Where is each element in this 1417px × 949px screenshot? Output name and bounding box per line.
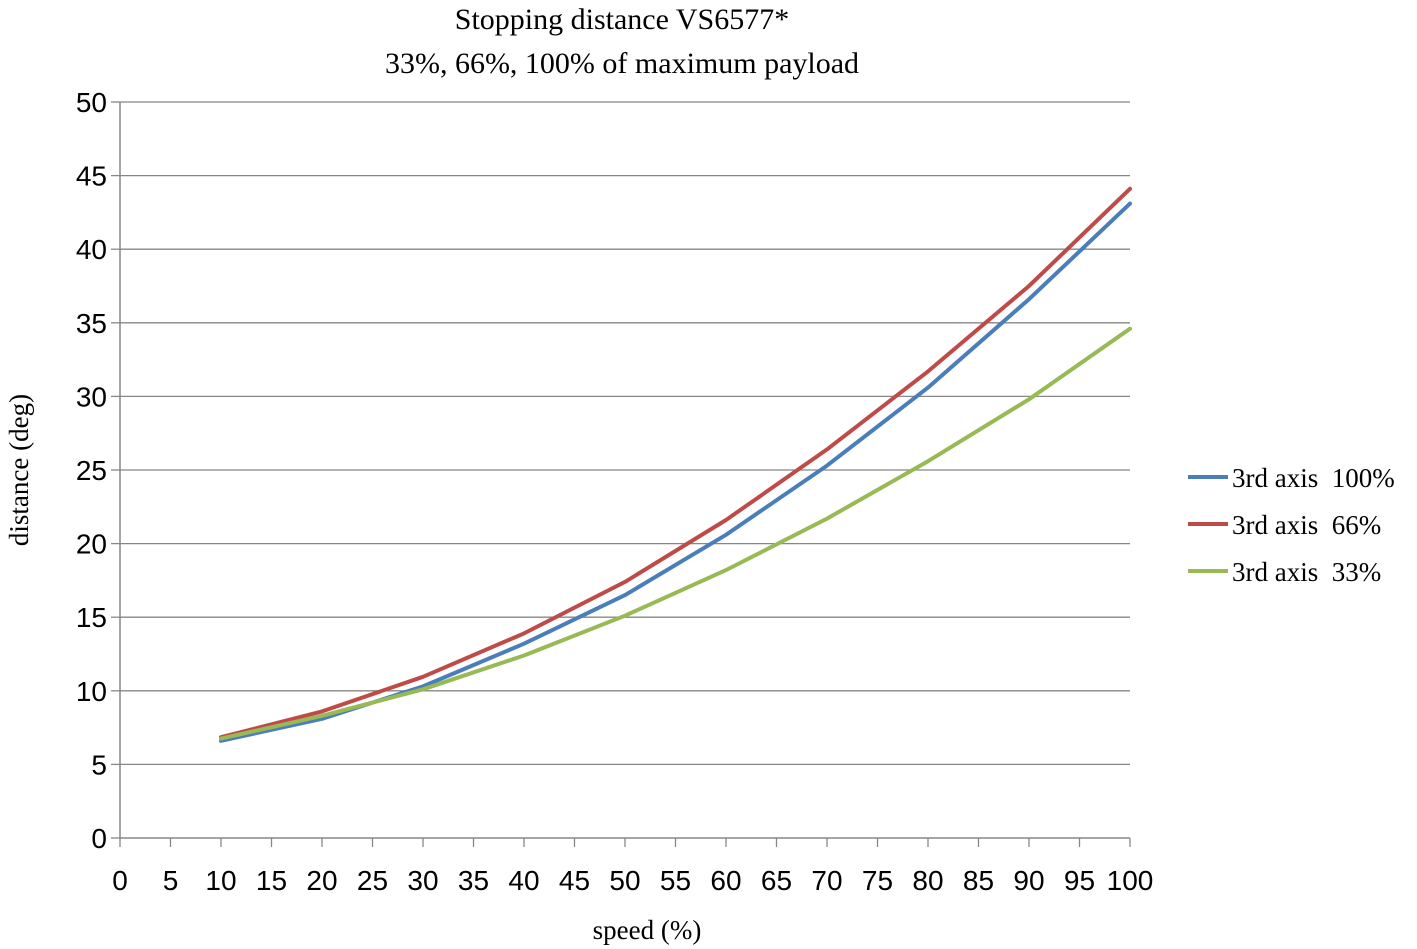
x-tick-label: 75 xyxy=(862,865,893,896)
y-tick-label: 20 xyxy=(76,529,107,560)
x-axis-label: speed (%) xyxy=(593,915,702,945)
x-tick-label: 50 xyxy=(609,865,640,896)
x-tick-label: 95 xyxy=(1064,865,1095,896)
y-tick-label: 45 xyxy=(76,161,107,192)
x-tick-label: 40 xyxy=(508,865,539,896)
x-tick-label: 5 xyxy=(163,865,179,896)
y-tick-label: 5 xyxy=(91,749,107,780)
x-axis-tick-labels: 0 5 10 15 20 25 30 35 40 45 50 55 60 65 70 75 80 85 90 95 10… xyxy=(112,865,1153,896)
y-tick-label: 40 xyxy=(76,234,107,265)
axes xyxy=(111,101,1131,847)
y-tick-label: 50 xyxy=(76,87,107,118)
x-tick-label: 70 xyxy=(811,865,842,896)
series-lines xyxy=(219,186,1132,743)
grid-lines xyxy=(120,101,1130,766)
y-axis-tick-labels: 0 5 10 15 20 25 30 35 40 45 50 xyxy=(76,87,107,854)
series-line-3 xyxy=(219,326,1132,741)
legend: 3rd axis 100% 3rd axis 66% 3rd axis 33% xyxy=(1188,463,1395,587)
x-tick-label: 60 xyxy=(710,865,741,896)
x-tick-label: 65 xyxy=(761,865,792,896)
x-tick-label: 0 xyxy=(112,865,128,896)
y-tick-label: 35 xyxy=(76,308,107,339)
x-tick-label: 30 xyxy=(407,865,438,896)
x-tick-label: 25 xyxy=(357,865,388,896)
y-tick-label: 30 xyxy=(76,381,107,412)
y-tick-label: 0 xyxy=(91,823,107,854)
legend-label-3: 3rd axis 33% xyxy=(1232,557,1381,587)
x-tick-label: 20 xyxy=(306,865,337,896)
y-tick-label: 25 xyxy=(76,455,107,486)
y-tick-label: 10 xyxy=(76,676,107,707)
legend-label-2: 3rd axis 66% xyxy=(1232,510,1381,540)
x-tick-label: 10 xyxy=(205,865,236,896)
y-axis-label: distance (deg) xyxy=(4,394,34,546)
legend-label-1: 3rd axis 100% xyxy=(1232,463,1395,493)
x-tick-label: 55 xyxy=(660,865,691,896)
x-tick-label: 15 xyxy=(256,865,287,896)
x-tick-label: 80 xyxy=(912,865,943,896)
series-line-1 xyxy=(219,201,1132,743)
chart-subtitle: 33%, 66%, 100% of maximum payload xyxy=(385,47,859,80)
x-tick-label: 90 xyxy=(1013,865,1044,896)
x-tick-label: 45 xyxy=(559,865,590,896)
x-tick-label: 100 xyxy=(1107,865,1154,896)
x-tick-label: 85 xyxy=(963,865,994,896)
series-line-2 xyxy=(219,186,1132,740)
chart-title: Stopping distance VS6577* xyxy=(455,3,789,36)
x-tick-label: 35 xyxy=(458,865,489,896)
y-tick-label: 15 xyxy=(76,602,107,633)
